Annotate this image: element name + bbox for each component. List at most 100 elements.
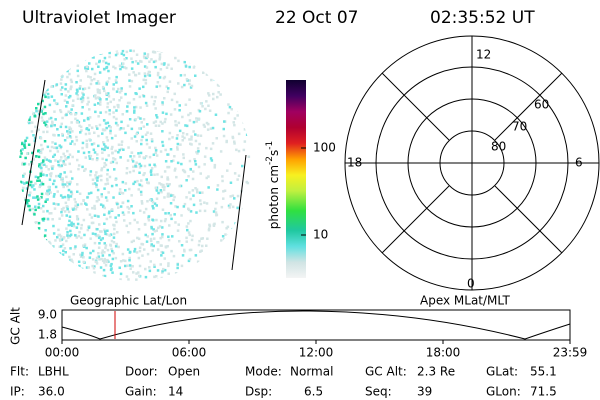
speckle — [73, 265, 76, 269]
speckle — [185, 240, 188, 243]
speckle — [61, 132, 64, 136]
speckle — [43, 156, 47, 159]
speckle — [138, 155, 141, 158]
speckle — [203, 201, 206, 204]
speckle — [110, 262, 113, 266]
speckle — [57, 163, 60, 167]
speckle — [40, 192, 44, 196]
uv-image — [19, 49, 251, 281]
speckle — [108, 124, 111, 128]
speckle — [33, 272, 37, 276]
speckle — [32, 70, 36, 73]
speckle — [93, 103, 97, 106]
speckle — [30, 78, 33, 82]
speckle — [207, 186, 210, 189]
speckle — [22, 90, 26, 93]
time-label: 12:00 — [299, 346, 334, 360]
speckle — [60, 164, 64, 167]
speckle — [123, 66, 126, 69]
speckle — [181, 139, 184, 142]
speckle — [88, 124, 91, 127]
speckle — [124, 131, 127, 135]
speckle — [112, 236, 116, 239]
speckle — [23, 235, 27, 238]
speckle — [199, 102, 203, 105]
speckle — [143, 248, 146, 251]
speckle — [118, 266, 121, 269]
speckle — [20, 250, 23, 253]
speckle — [139, 164, 143, 168]
speckle — [45, 57, 49, 61]
speckle — [44, 200, 47, 203]
speckle — [167, 235, 170, 238]
speckle — [161, 140, 164, 144]
speckle — [85, 145, 89, 149]
speckle — [50, 252, 54, 255]
speckle — [76, 274, 79, 278]
speckle — [46, 217, 50, 221]
speckle — [106, 80, 110, 83]
speckle — [216, 83, 220, 87]
speckle — [46, 49, 49, 52]
speckle — [85, 246, 88, 250]
speckle — [133, 135, 137, 138]
speckle — [209, 269, 212, 272]
speckle — [50, 85, 53, 88]
speckle — [42, 130, 45, 134]
speckle — [103, 187, 106, 190]
speckle — [64, 183, 67, 186]
speckle — [37, 155, 41, 159]
speckle — [54, 159, 57, 162]
speckle — [78, 124, 81, 128]
speckle — [194, 139, 198, 143]
speckle — [181, 254, 185, 257]
speckle — [25, 244, 29, 247]
speckle — [189, 167, 192, 171]
speckle — [194, 61, 197, 64]
speckle — [188, 138, 191, 141]
info-value: 2.3 Re — [417, 365, 455, 379]
speckle — [106, 139, 109, 142]
speckle — [173, 195, 176, 199]
speckle — [207, 228, 211, 232]
speckle — [74, 113, 77, 116]
speckle — [81, 99, 85, 102]
speckle — [92, 49, 96, 53]
info-value: 36.0 — [38, 385, 65, 399]
speckle — [95, 183, 98, 187]
speckle — [98, 223, 101, 226]
speckle — [165, 182, 169, 186]
speckle — [79, 253, 82, 256]
speckle — [33, 237, 36, 241]
speckle — [63, 155, 67, 158]
speckle — [116, 202, 119, 206]
speckle — [126, 264, 129, 267]
speckle — [64, 251, 67, 254]
speckle — [52, 195, 56, 198]
speckle — [57, 174, 61, 178]
speckle — [68, 268, 71, 272]
speckle — [166, 192, 170, 196]
speckle — [66, 149, 69, 153]
speckle — [26, 213, 29, 217]
speckle — [160, 250, 163, 254]
speckle — [21, 250, 25, 253]
speckle — [59, 159, 62, 162]
speckle — [44, 74, 47, 77]
speckle — [99, 111, 102, 114]
speckle — [209, 157, 213, 160]
speckle — [20, 95, 24, 98]
speckle — [220, 70, 223, 74]
speckle — [50, 145, 54, 149]
speckle — [101, 254, 105, 257]
speckle — [109, 129, 112, 133]
speckle — [68, 255, 71, 259]
speckle — [61, 86, 64, 89]
speckle — [121, 113, 124, 116]
speckle — [160, 175, 163, 179]
speckle — [93, 182, 97, 185]
speckle — [39, 92, 43, 96]
speckle — [140, 121, 143, 124]
speckle — [153, 265, 156, 268]
speckle — [35, 155, 38, 158]
